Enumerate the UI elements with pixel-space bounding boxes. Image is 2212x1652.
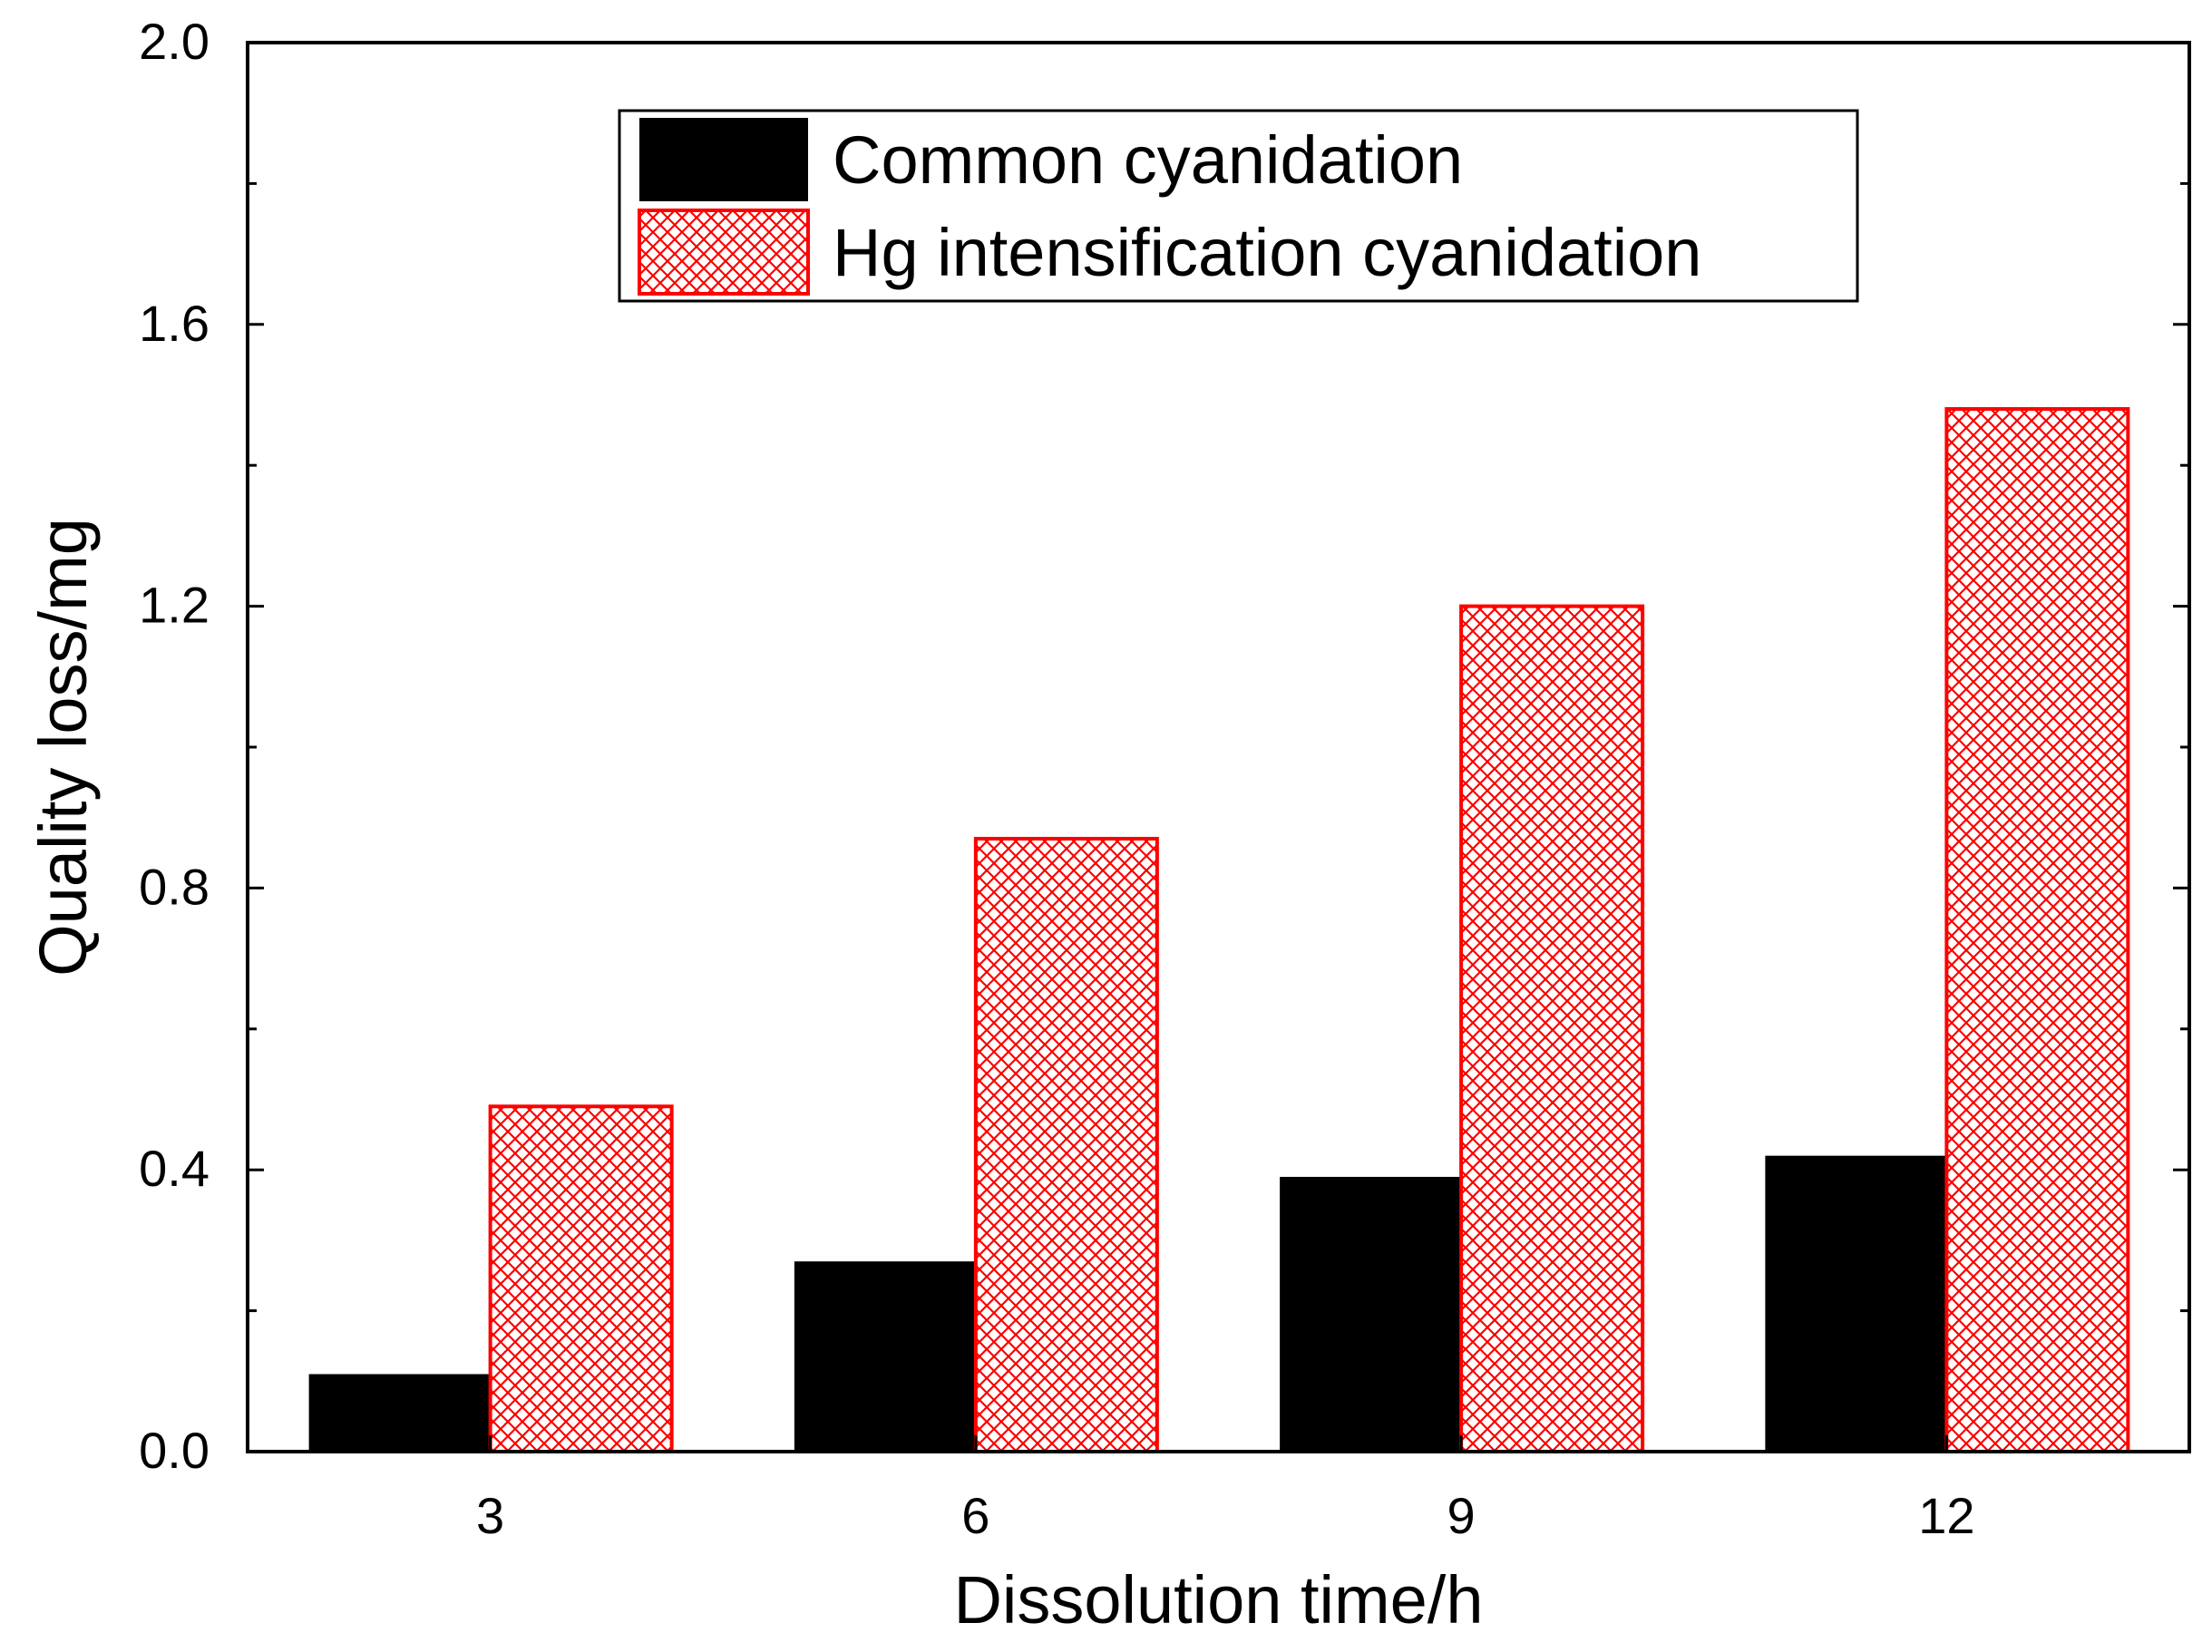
- x-tick-label: 6: [961, 1487, 989, 1544]
- y-tick-label: 2.0: [139, 13, 210, 70]
- x-tick-label: 12: [1918, 1487, 1974, 1544]
- y-tick-label: 0.4: [139, 1140, 210, 1197]
- x-tick-label: 3: [476, 1487, 504, 1544]
- legend-swatch-hg-intensification-cyanidation: [638, 209, 810, 296]
- bar-hg-intensification-cyanidation-3: [488, 1104, 674, 1454]
- legend-box: [618, 109, 1859, 303]
- y-tick-label: 0.8: [139, 858, 210, 915]
- bar-common-cyanidation-12: [1765, 1155, 1947, 1452]
- y-axis-title: Quality loss/mg: [25, 518, 101, 977]
- y-tick-label: 0.0: [139, 1422, 210, 1479]
- bar-hg-intensification-cyanidation-6: [973, 837, 1159, 1453]
- ticks-layer: 0.0 0.4 0.8 1.2 1.6 2.0 3 6 9 12: [139, 13, 2189, 1544]
- bar-common-cyanidation-3: [308, 1374, 491, 1452]
- legend-label-common-cyanidation: Common cyanidation: [833, 122, 1463, 198]
- y-tick-label: 1.2: [139, 577, 210, 634]
- x-axis-title: Dissolution time/h: [953, 1562, 1483, 1637]
- bar-common-cyanidation-6: [794, 1261, 976, 1452]
- bar-hg-intensification-cyanidation-9: [1459, 604, 1645, 1453]
- x-tick-label: 9: [1447, 1487, 1476, 1544]
- y-tick-label: 1.6: [139, 295, 210, 352]
- bar-common-cyanidation-9: [1280, 1176, 1462, 1452]
- bar-hg-intensification-cyanidation-12: [1944, 407, 2130, 1453]
- legend-label-hg-intensification-cyanidation: Hg intensification cyanidation: [833, 215, 1701, 290]
- legend-swatch-common-cyanidation: [639, 118, 808, 201]
- bars-layer: [308, 407, 2130, 1454]
- legend: Common cyanidation Hg intensification cy…: [618, 109, 1859, 303]
